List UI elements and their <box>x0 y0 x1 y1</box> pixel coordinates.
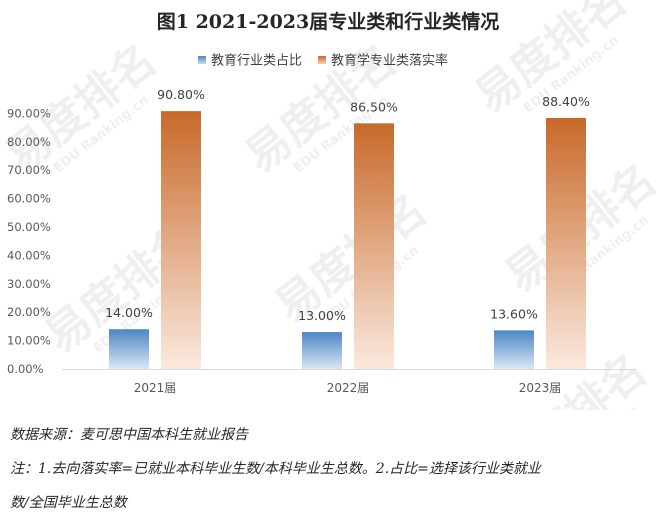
bar-industry-share-1 <box>109 329 149 369</box>
data-label: 90.80% <box>157 87 205 102</box>
plot-area: 14.00% 90.80% 2021届 13.00% 86.50% 2022届 13.60%… <box>62 87 636 395</box>
legend-swatch-1 <box>198 56 206 64</box>
legend-label-2: 教育学专业类落实率 <box>331 53 448 69</box>
definition-note: 注：1.去向落实率=已就业本科毕业生数/本科毕业生总数。2.占比=选择该行业类就… <box>10 461 541 477</box>
y-tick-label: 0.00% <box>7 362 44 376</box>
legend: 教育行业类占比 教育学专业类落实率 <box>198 53 448 69</box>
data-label: 13.60% <box>490 306 538 321</box>
chart-notes: 数据来源：麦可思中国本科生就业报告 注：1.去向落实率=已就业本科毕业生数/本科… <box>10 418 650 520</box>
data-label: 86.50% <box>350 99 398 114</box>
source-note: 数据来源：麦可思中国本科生就业报告 <box>10 427 248 443</box>
bar-placement-rate-3 <box>546 117 586 369</box>
y-tick-label: 30.00% <box>7 277 51 291</box>
y-axis: 0.00% 10.00% 20.00% 30.00% 40.00% 50.00% 60.00… <box>7 106 51 376</box>
bar-placement-rate-1 <box>161 111 201 370</box>
y-tick-label: 80.00% <box>7 135 51 149</box>
data-label: 13.00% <box>298 308 346 323</box>
bar-placement-rate-2 <box>354 123 394 369</box>
y-tick-label: 50.00% <box>7 220 51 234</box>
x-category-label: 2023届 <box>519 381 562 395</box>
legend-label-1: 教育行业类占比 <box>211 53 302 69</box>
y-tick-label: 70.00% <box>7 163 51 177</box>
y-tick-label: 10.00% <box>7 334 51 348</box>
y-tick-label: 20.00% <box>7 305 51 319</box>
bar-industry-share-2 <box>302 332 342 369</box>
definition-note-cont: 数/全国毕业生总数 <box>10 495 127 511</box>
x-category-label: 2021届 <box>134 381 177 395</box>
x-category-label: 2022届 <box>327 381 370 395</box>
y-tick-label: 90.00% <box>7 106 51 120</box>
y-tick-label: 40.00% <box>7 248 51 262</box>
chart-title: 图1 2021-2023届专业类和行业类情况 <box>157 10 499 33</box>
data-label: 14.00% <box>105 305 153 320</box>
legend-swatch-2 <box>318 56 326 64</box>
data-label: 88.40% <box>542 94 590 109</box>
y-tick-label: 60.00% <box>7 192 51 206</box>
bar-industry-share-3 <box>494 330 534 369</box>
